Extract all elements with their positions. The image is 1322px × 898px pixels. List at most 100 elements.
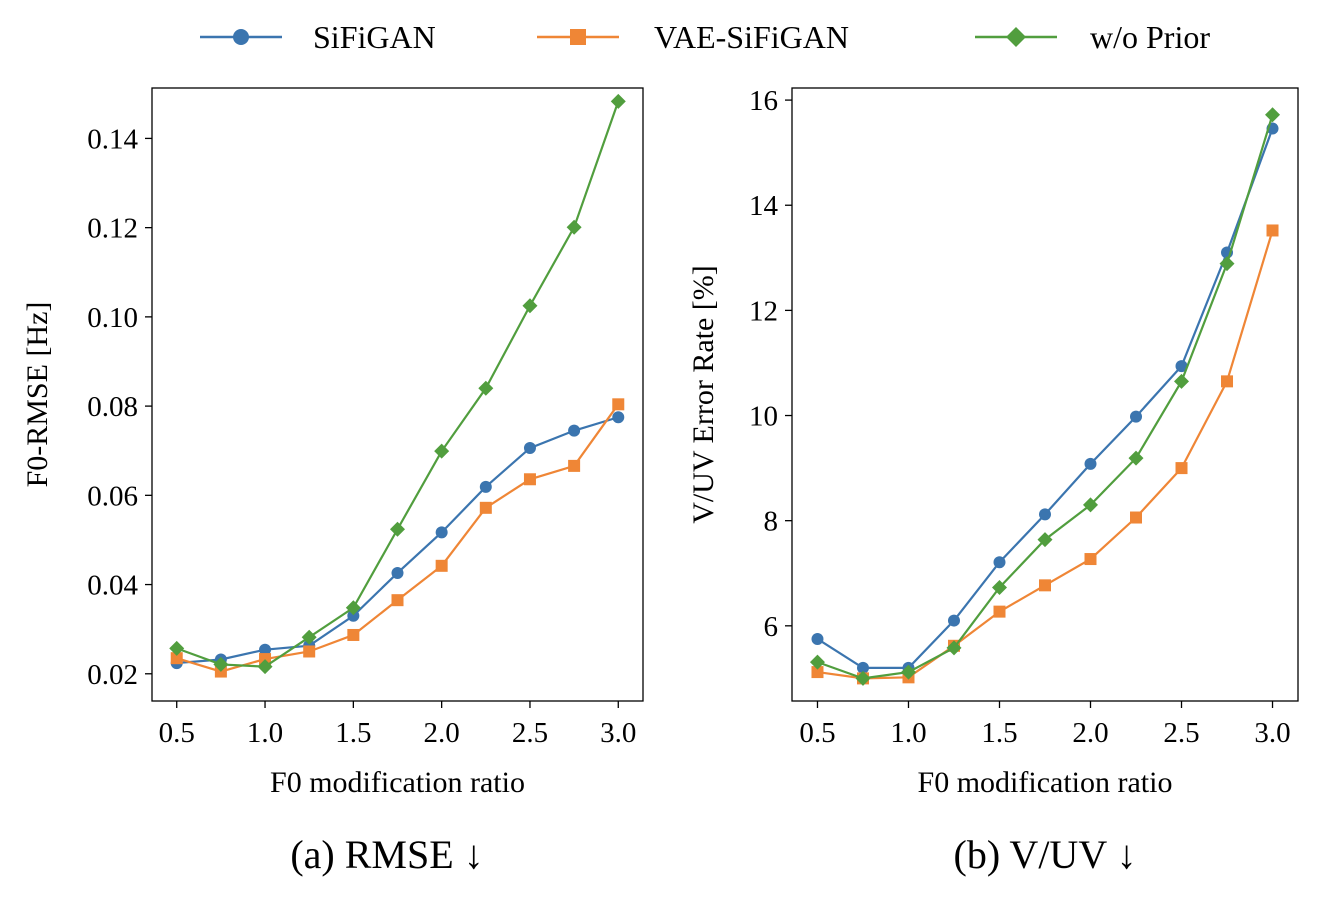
rmse-y-tick-label: 0.12 <box>87 213 138 245</box>
rmse-point-sifigan <box>479 480 492 493</box>
rmse-point-sifigan <box>612 411 625 424</box>
vuv-point-w-o-prior <box>1083 497 1099 513</box>
legend-label-vae-sifigan: VAE-SiFiGAN <box>654 19 849 55</box>
vuv-point-w-o-prior <box>946 640 962 656</box>
vuv-point-vae-sifigan <box>1175 462 1188 475</box>
rmse-x-tick-label: 3.0 <box>600 717 636 749</box>
vuv-series-vae-sifigan <box>811 224 1279 685</box>
rmse-point-sifigan <box>523 442 536 455</box>
vuv-point-sifigan <box>811 632 824 645</box>
vuv-point-vae-sifigan <box>1130 511 1143 524</box>
vuv-y-tick-label: 6 <box>764 611 779 643</box>
vuv-point-vae-sifigan <box>1266 224 1279 237</box>
vuv-point-w-o-prior <box>855 670 871 686</box>
vuv-y-tick-label: 10 <box>749 401 778 433</box>
vuv-point-vae-sifigan <box>993 605 1006 618</box>
rmse-point-sifigan <box>568 424 581 437</box>
rmse-point-w-o-prior <box>345 600 361 616</box>
rmse-series-w-o-prior <box>169 93 626 675</box>
rmse-point-sifigan <box>391 566 404 579</box>
rmse-x-tick-label: 2.5 <box>512 717 548 749</box>
vuv-y-tick-label: 16 <box>749 85 778 117</box>
rmse-x-tick-label: 1.5 <box>335 717 371 749</box>
rmse-point-vae-sifigan <box>435 559 448 572</box>
vuv-point-w-o-prior <box>1174 373 1190 389</box>
rmse-point-vae-sifigan <box>479 501 492 514</box>
rmse-point-vae-sifigan <box>612 398 625 411</box>
rmse-point-w-o-prior <box>169 640 185 656</box>
rmse-point-w-o-prior <box>301 629 317 645</box>
legend-marker-wo-prior <box>1006 27 1026 47</box>
vuv-y-tick-label: 8 <box>764 506 779 538</box>
vuv-point-w-o-prior <box>1265 107 1281 123</box>
rmse-x-tick-label: 1.0 <box>247 717 283 749</box>
rmse-point-w-o-prior <box>257 659 273 675</box>
rmse-panel: 0.5 1.0 1.5 2.0 2.5 3.0 0.02 0.04 0.06 0.08 0.10 0.… <box>21 87 644 877</box>
vuv-y-tick-label: 14 <box>749 190 779 222</box>
rmse-y-tick-label: 0.10 <box>87 302 138 334</box>
rmse-point-w-o-prior <box>522 298 538 314</box>
rmse-x-tick-label: 2.0 <box>424 717 460 749</box>
vuv-point-sifigan <box>1039 508 1051 521</box>
rmse-y-tick-label: 0.02 <box>87 659 138 691</box>
vuv-x-axis-label: F0 modification ratio <box>918 766 1173 799</box>
vuv-point-sifigan <box>1084 457 1097 470</box>
legend-entry-wo-prior: w/o Prior <box>975 19 1210 55</box>
vuv-point-vae-sifigan <box>1039 579 1051 592</box>
vuv-point-w-o-prior <box>991 579 1007 595</box>
rmse-point-sifigan <box>347 609 360 622</box>
vuv-point-w-o-prior <box>1219 256 1235 272</box>
vuv-y-axis-label: V/UV Error Rate [%] <box>687 265 720 524</box>
rmse-point-w-o-prior <box>213 656 229 672</box>
rmse-y-tick-label: 0.14 <box>87 123 138 155</box>
rmse-x-axis-label: F0 modification ratio <box>270 766 525 799</box>
rmse-point-w-o-prior <box>434 443 450 459</box>
vuv-point-vae-sifigan <box>1221 375 1234 388</box>
vuv-point-sifigan <box>1130 410 1143 423</box>
rmse-point-vae-sifigan <box>303 645 316 658</box>
vuv-x-tick-label: 1.5 <box>981 717 1017 749</box>
vuv-caption: (b) V/UV ↓ <box>954 832 1137 877</box>
vuv-line-vae-sifigan <box>817 230 1274 680</box>
legend-label-sifigan: SiFiGAN <box>313 19 436 55</box>
rmse-point-sifigan <box>435 526 448 539</box>
rmse-line-sifigan <box>176 416 619 665</box>
rmse-point-vae-sifigan <box>568 459 581 472</box>
rmse-y-tick-label: 0.08 <box>87 391 138 423</box>
rmse-point-vae-sifigan <box>170 652 183 665</box>
vuv-panel: 0.5 1.0 1.5 2.0 2.5 3.0 6 8 10 12 14 16 F0 modificat… <box>687 85 1299 877</box>
vuv-point-w-o-prior <box>809 654 825 670</box>
vuv-series-w-o-prior <box>809 107 1281 686</box>
legend-entry-sifigan: SiFiGAN <box>200 19 436 55</box>
rmse-point-vae-sifigan <box>259 653 272 666</box>
rmse-point-vae-sifigan <box>347 628 360 641</box>
rmse-point-sifigan <box>259 643 272 656</box>
vuv-point-sifigan <box>947 614 960 627</box>
legend-label-wo-prior: w/o Prior <box>1090 19 1210 55</box>
vuv-line-w-o-prior <box>817 114 1274 680</box>
rmse-y-axis-label: F0-RMSE [Hz] <box>21 302 54 488</box>
vuv-axes-frame <box>791 87 1299 702</box>
vuv-point-sifigan <box>993 556 1006 569</box>
rmse-caption: (a) RMSE ↓ <box>290 832 483 877</box>
rmse-line-vae-sifigan <box>176 403 620 673</box>
vuv-x-tick-label: 1.0 <box>890 717 926 749</box>
rmse-series-sifigan <box>170 411 625 670</box>
legend-entry-vae-sifigan: VAE-SiFiGAN <box>537 19 849 55</box>
vuv-x-tick-label: 0.5 <box>799 717 835 749</box>
vuv-point-w-o-prior <box>900 664 916 680</box>
vuv-series-sifigan <box>811 122 1279 674</box>
vuv-point-sifigan <box>856 661 869 674</box>
vuv-point-sifigan <box>1175 360 1188 373</box>
rmse-line-w-o-prior <box>176 101 620 668</box>
rmse-axes-frame <box>151 87 644 702</box>
vuv-y-tick-label: 12 <box>749 295 778 327</box>
vuv-x-tick-label: 3.0 <box>1254 717 1290 749</box>
vuv-x-tick-label: 2.0 <box>1072 717 1108 749</box>
legend-marker-sifigan <box>233 29 249 45</box>
legend-marker-vae-sifigan <box>570 29 586 45</box>
rmse-series-vae-sifigan <box>170 398 625 678</box>
rmse-point-vae-sifigan <box>391 594 404 607</box>
rmse-y-tick-label: 0.06 <box>87 480 138 512</box>
